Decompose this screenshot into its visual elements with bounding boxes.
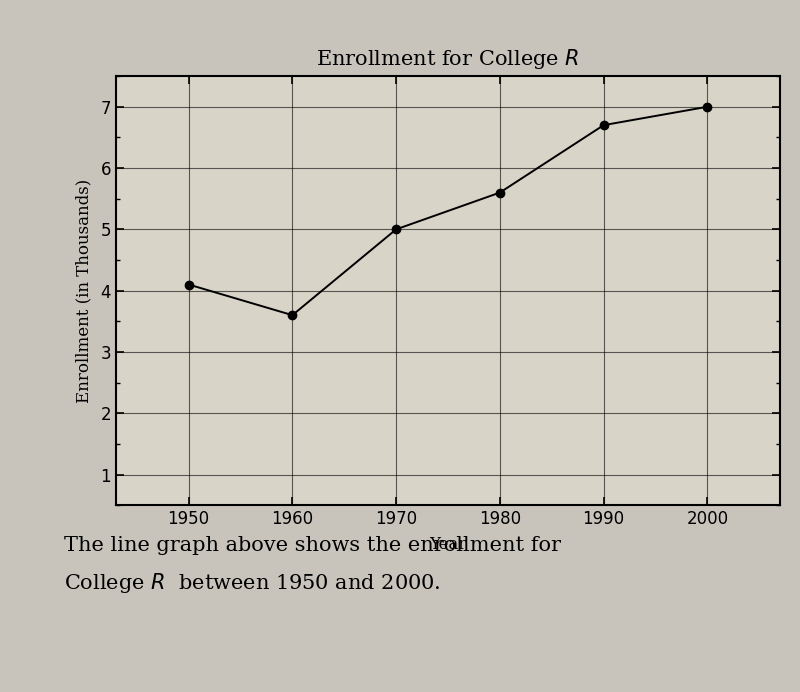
- Text: College $R$  between 1950 and 2000.: College $R$ between 1950 and 2000.: [64, 571, 441, 595]
- Title: Enrollment for College $R$: Enrollment for College $R$: [316, 47, 580, 71]
- Y-axis label: Enrollment (in Thousands): Enrollment (in Thousands): [75, 179, 92, 403]
- Text: The line graph above shows the enrollment for: The line graph above shows the enrollmen…: [64, 536, 561, 555]
- X-axis label: Year: Year: [430, 536, 466, 554]
